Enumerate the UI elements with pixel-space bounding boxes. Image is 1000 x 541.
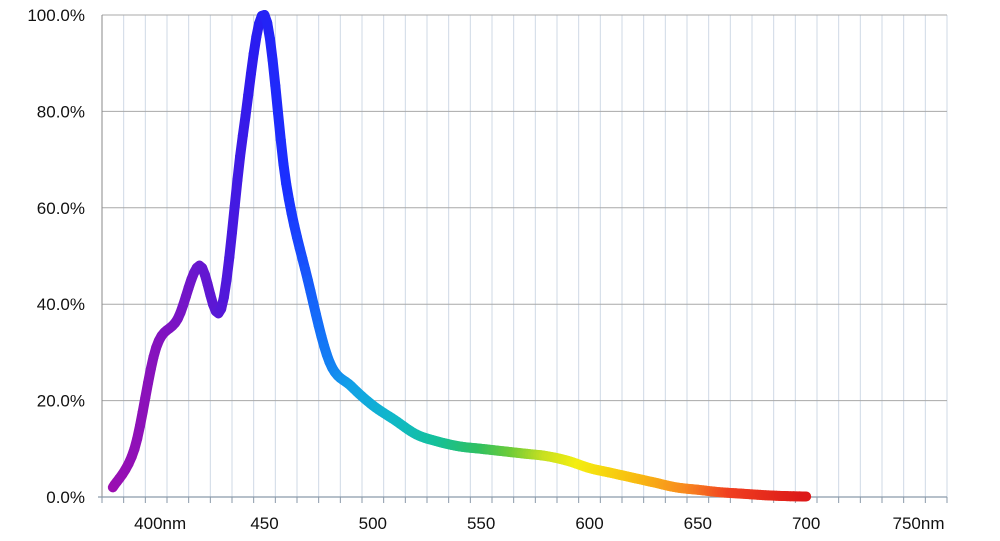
y-tick-labels: 0.0% 20.0% 40.0% 60.0% 80.0% 100.0% bbox=[27, 6, 85, 507]
x-tick-label: 600 bbox=[575, 514, 603, 533]
x-tick-label: 700 bbox=[792, 514, 820, 533]
x-tick-label: 650 bbox=[684, 514, 712, 533]
y-tick-label: 80.0% bbox=[37, 102, 85, 121]
x-tick-label: 550 bbox=[467, 514, 495, 533]
y-tick-label: 40.0% bbox=[37, 295, 85, 314]
x-tick-labels: 400nm 450 500 550 600 650 700 750nm bbox=[134, 514, 944, 533]
x-tick-label: 750nm bbox=[893, 514, 945, 533]
vertical-gridlines bbox=[123, 15, 948, 497]
y-tick-label: 60.0% bbox=[37, 199, 85, 218]
y-tick-label: 0.0% bbox=[46, 488, 85, 507]
horizontal-gridlines bbox=[102, 14, 947, 402]
spectrum-curve bbox=[107, 10, 812, 502]
y-tick-label: 20.0% bbox=[37, 392, 85, 411]
x-tick-label: 500 bbox=[359, 514, 387, 533]
x-tick-label: 400nm bbox=[134, 514, 186, 533]
y-tick-label: 100.0% bbox=[27, 6, 85, 25]
x-tick-label: 450 bbox=[250, 514, 278, 533]
